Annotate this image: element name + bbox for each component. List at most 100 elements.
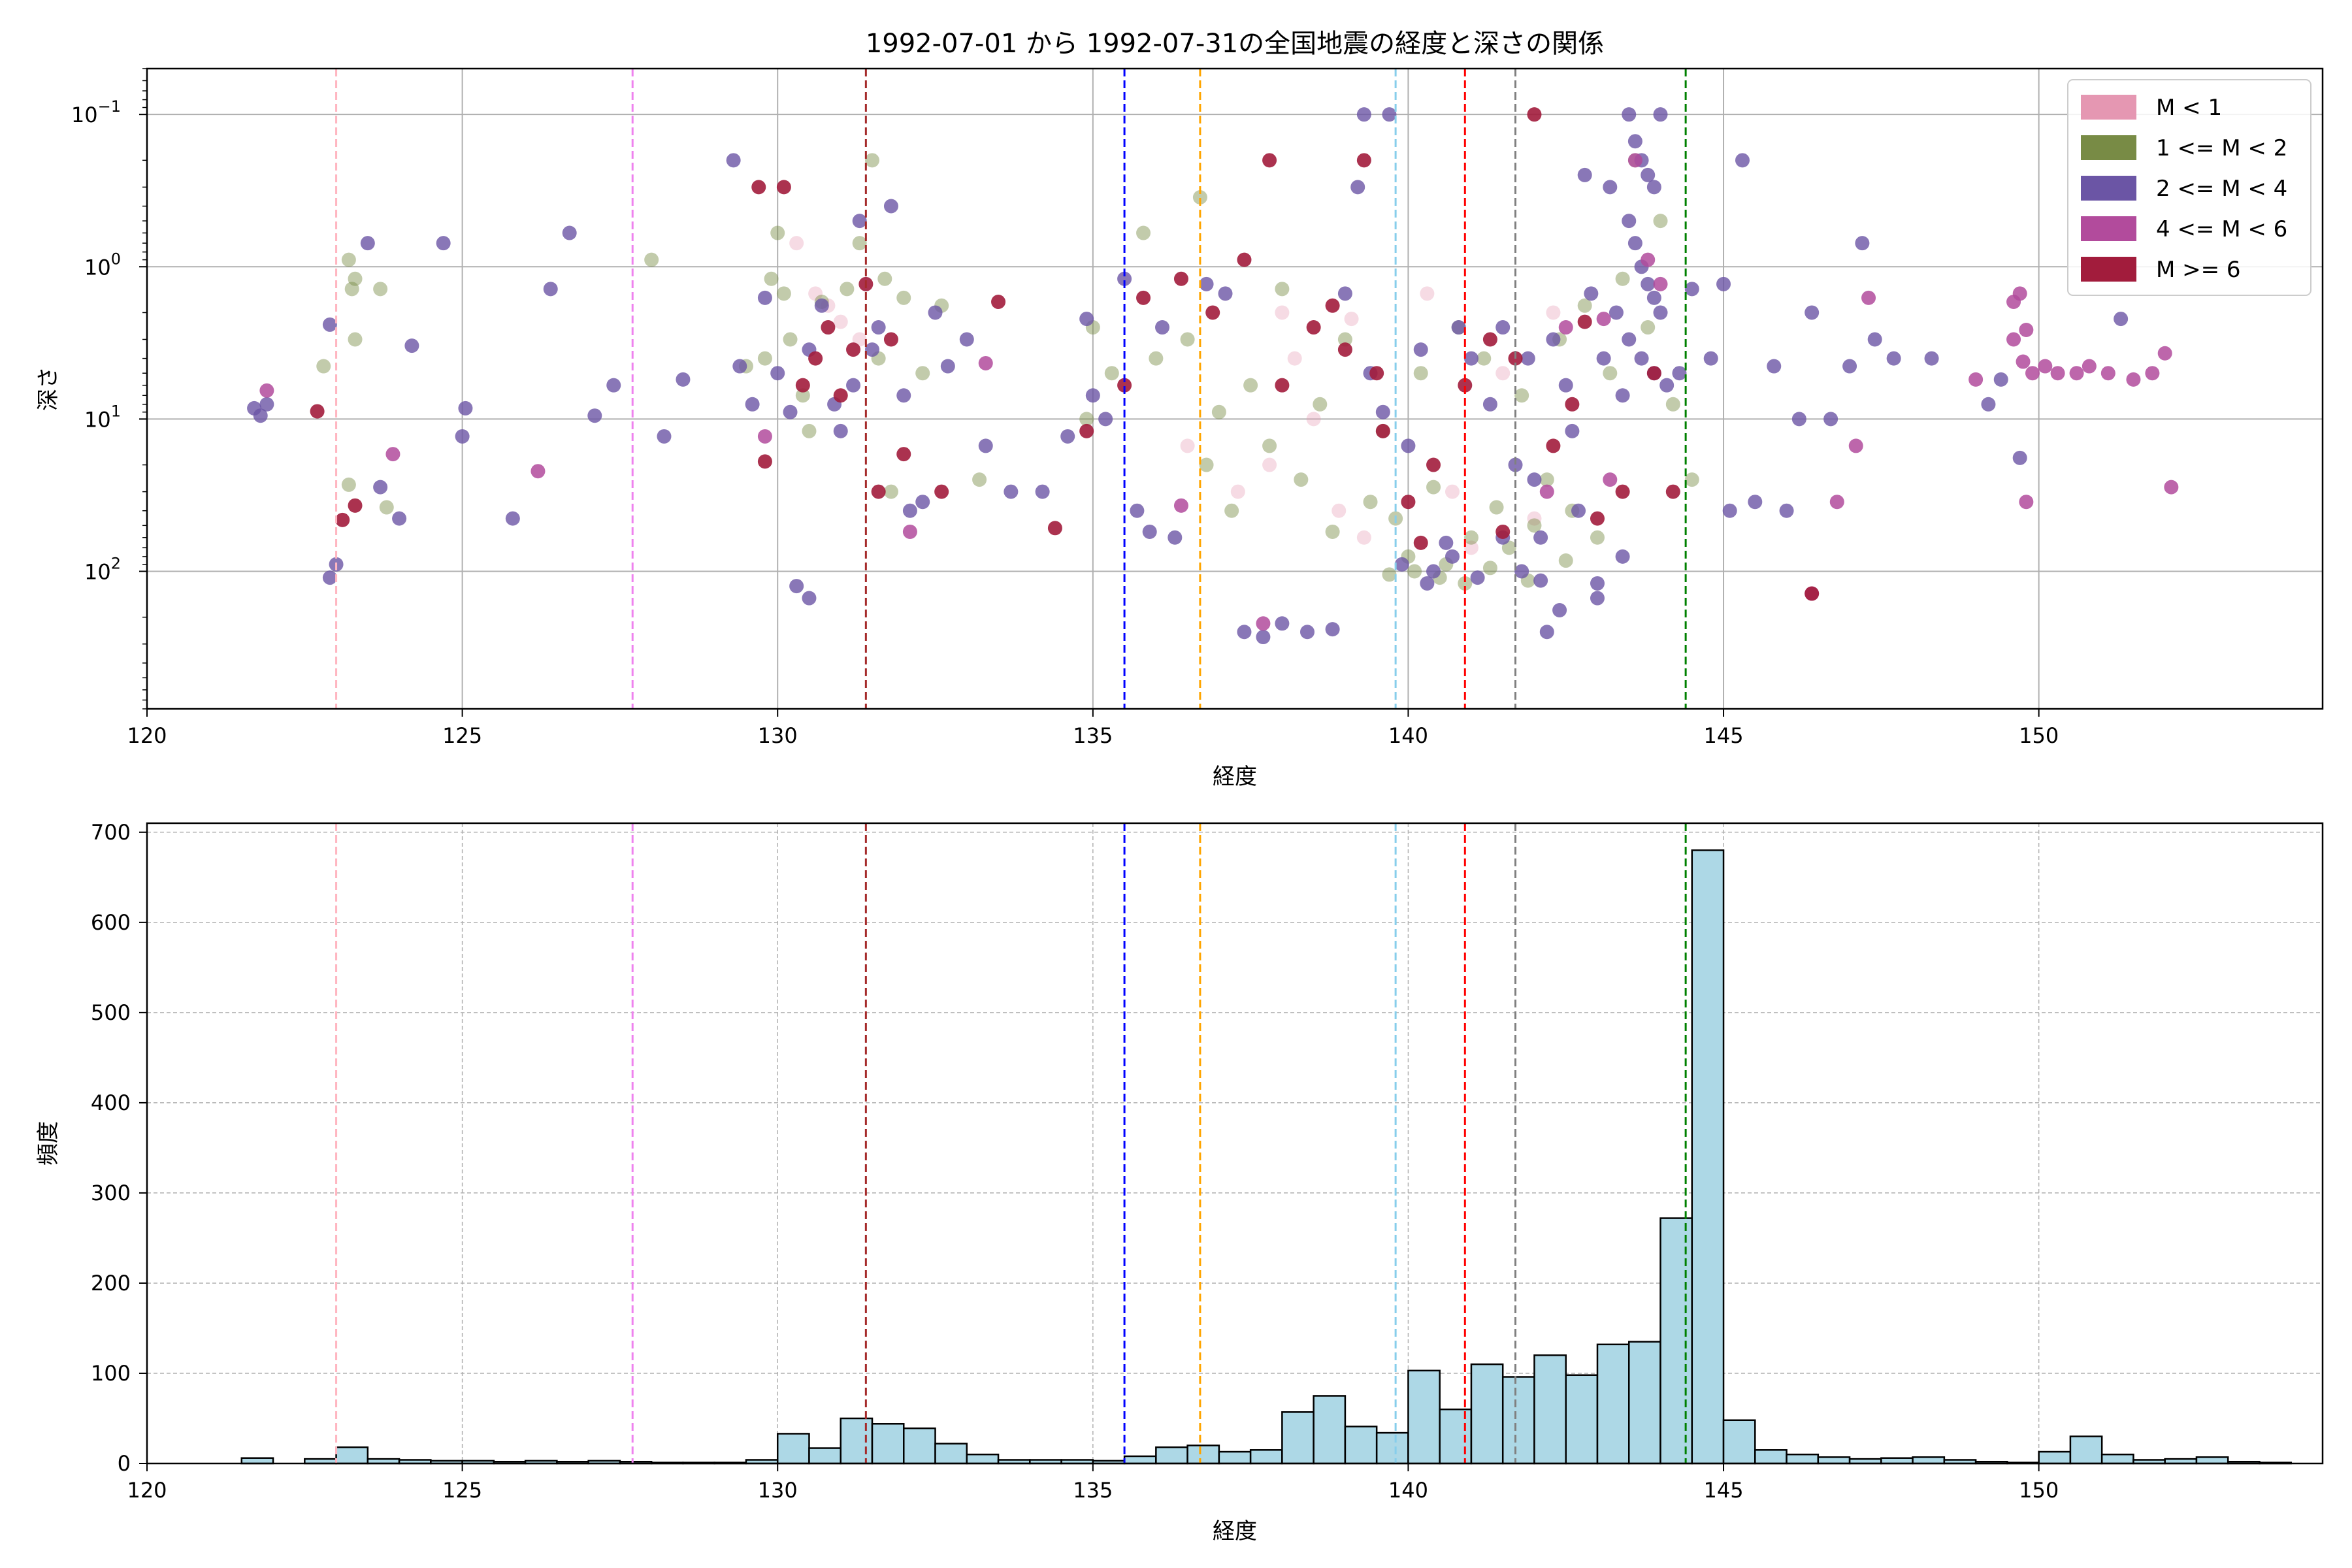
scatter-point bbox=[1420, 286, 1435, 301]
scatter-point bbox=[2012, 286, 2027, 301]
hist-x-axis-label: 経度 bbox=[1213, 1518, 1257, 1544]
scatter-x-tick-label: 125 bbox=[442, 723, 482, 748]
scatter-point bbox=[1180, 438, 1195, 453]
scatter-point bbox=[1665, 484, 1680, 499]
scatter-point bbox=[348, 332, 363, 347]
scatter-point bbox=[1149, 351, 1164, 366]
histogram-bar bbox=[903, 1427, 936, 1465]
scatter-point bbox=[1262, 438, 1277, 453]
scatter-point bbox=[1463, 530, 1478, 545]
histogram-bar bbox=[2100, 1453, 2134, 1465]
histogram-bar bbox=[966, 1453, 1000, 1465]
scatter-point bbox=[1571, 503, 1586, 518]
scatter-point bbox=[1463, 540, 1478, 555]
scatter-point bbox=[1520, 351, 1535, 366]
scatter-point bbox=[783, 332, 798, 347]
scatter-point bbox=[1577, 314, 1592, 329]
scatter-point bbox=[1287, 351, 1302, 366]
scatter-point bbox=[322, 570, 337, 585]
histogram-bar bbox=[1786, 1453, 1820, 1465]
scatter-y-tick-label: 102 bbox=[84, 554, 121, 584]
scatter-point bbox=[959, 332, 974, 347]
scatter-point bbox=[1527, 472, 1542, 487]
scatter-point bbox=[1495, 524, 1511, 539]
scatter-point bbox=[1546, 305, 1561, 320]
scatter-point bbox=[871, 320, 886, 335]
scatter-point bbox=[2019, 323, 2034, 338]
scatter-point bbox=[1533, 530, 1548, 545]
scatter-point bbox=[1211, 404, 1226, 419]
scatter-point bbox=[1294, 472, 1309, 487]
scatter-point bbox=[2006, 332, 2021, 347]
scatter-point bbox=[770, 225, 785, 240]
scatter-point bbox=[1306, 320, 1321, 335]
hist-x-tick-label: 145 bbox=[1704, 1478, 1744, 1503]
scatter-point bbox=[1192, 189, 1207, 204]
scatter-point bbox=[1842, 359, 1857, 374]
scatter-point bbox=[1168, 530, 1183, 545]
legend-label: M < 1 bbox=[2156, 95, 2222, 121]
scatter-point bbox=[253, 408, 268, 423]
scatter-point bbox=[1375, 404, 1390, 419]
histogram-bar bbox=[1501, 1376, 1535, 1465]
histogram-bar bbox=[1533, 1354, 1567, 1465]
scatter-point bbox=[1596, 312, 1611, 327]
scatter-point bbox=[344, 282, 359, 297]
histogram-bar bbox=[1691, 849, 1725, 1465]
histogram-bar bbox=[1565, 1374, 1599, 1465]
hist-x-tick-label: 125 bbox=[442, 1478, 482, 1503]
scatter-point bbox=[1823, 412, 1838, 427]
scatter-y-tick-base: 10 bbox=[84, 559, 111, 584]
scatter-point bbox=[1527, 511, 1542, 526]
scatter-point bbox=[883, 332, 898, 347]
scatter-point bbox=[2012, 450, 2027, 465]
histogram-bar bbox=[1123, 1455, 1157, 1465]
scatter-point bbox=[1508, 457, 1523, 472]
scatter-point bbox=[1445, 549, 1460, 564]
scatter-point bbox=[1527, 107, 1542, 122]
scatter-point bbox=[902, 503, 917, 518]
scatter-point bbox=[1622, 107, 1637, 122]
scatter-point bbox=[1829, 495, 1844, 510]
scatter-point bbox=[1482, 397, 1497, 412]
legend-label: M >= 6 bbox=[2156, 257, 2241, 283]
hist-plot-frame bbox=[146, 822, 2324, 1465]
hist-x-tick-label: 135 bbox=[1073, 1478, 1113, 1503]
scatter-point bbox=[1407, 564, 1422, 579]
scatter-point bbox=[1356, 153, 1371, 168]
scatter-point bbox=[436, 236, 451, 251]
scatter-point bbox=[1325, 622, 1340, 637]
scatter-point bbox=[1558, 553, 1573, 568]
scatter-point bbox=[833, 314, 848, 329]
scatter-point bbox=[1413, 342, 1428, 357]
scatter-point bbox=[1558, 320, 1573, 335]
scatter-point bbox=[1615, 388, 1630, 403]
scatter-point bbox=[1665, 397, 1680, 412]
scatter-point bbox=[783, 404, 798, 419]
scatter-point bbox=[1659, 378, 1674, 393]
scatter-y-axis-label: 深さ bbox=[35, 367, 61, 411]
scatter-point bbox=[1218, 286, 1233, 301]
scatter-point bbox=[1079, 412, 1094, 427]
scatter-point bbox=[1413, 535, 1428, 550]
scatter-point bbox=[1590, 530, 1605, 545]
scatter-point bbox=[789, 579, 804, 594]
scatter-point bbox=[1615, 549, 1630, 564]
scatter-point bbox=[1684, 282, 1699, 297]
scatter-point bbox=[404, 338, 419, 353]
scatter-point bbox=[1275, 282, 1290, 297]
scatter-point bbox=[795, 388, 810, 403]
scatter-point bbox=[1477, 351, 1492, 366]
scatter-chart: 120 125 130 135 140 145 15010−1100101102経度深さM … bbox=[35, 67, 2324, 790]
scatter-point bbox=[1603, 472, 1618, 487]
scatter-point bbox=[259, 383, 274, 398]
scatter-point bbox=[1337, 342, 1352, 357]
scatter-point bbox=[341, 252, 356, 267]
scatter-point bbox=[1382, 567, 1397, 582]
chart-title: 1992-07-01 から 1992-07-31の全国地震の経度と深さの関係 bbox=[866, 29, 1604, 59]
scatter-point bbox=[846, 342, 861, 357]
scatter-point bbox=[1622, 214, 1637, 229]
scatter-point bbox=[745, 397, 760, 412]
histogram-bar bbox=[1470, 1363, 1504, 1465]
scatter-point bbox=[1527, 518, 1542, 533]
